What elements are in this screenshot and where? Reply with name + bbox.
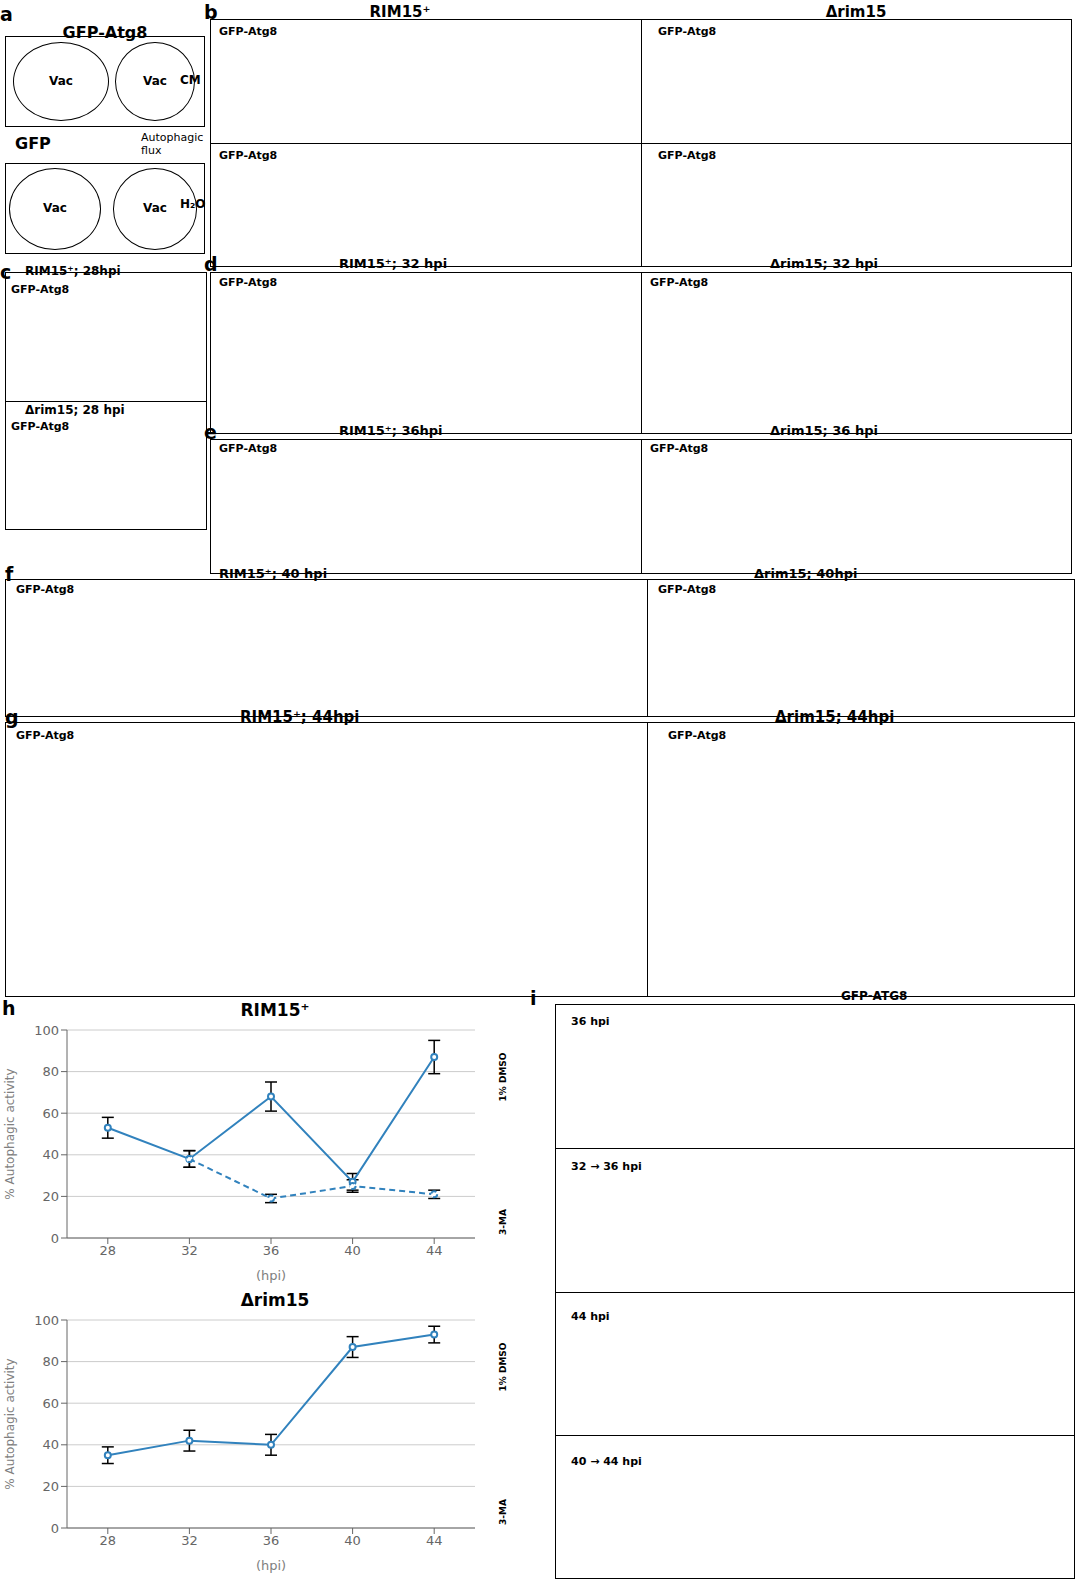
html-text:36 hpi: 36 hpi [571, 1015, 610, 1028]
svg-text:36: 36 [263, 1243, 280, 1258]
html-text:h: h [2, 997, 16, 1019]
html-text:i: i [530, 987, 537, 1009]
html-text:RIM15⁺: RIM15⁺ [240, 1000, 310, 1020]
html-text:f: f [5, 563, 14, 585]
svg-text:28: 28 [100, 1243, 117, 1258]
html-text:GFP-Atg8: GFP-Atg8 [219, 442, 278, 455]
html-text:c: c [0, 261, 12, 283]
html-text:GFP-Atg8: GFP-Atg8 [219, 149, 278, 162]
html-text:44 hpi: 44 hpi [571, 1310, 610, 1323]
html-text:Δrim15: Δrim15 [240, 1290, 310, 1310]
html-text:GFP-Atg8: GFP-Atg8 [16, 729, 75, 742]
svg-text:20: 20 [42, 1189, 59, 1204]
html-text:GFP-Atg8: GFP-Atg8 [650, 442, 709, 455]
svg-text:% Autophagic activity: % Autophagic activity [8, 1068, 17, 1199]
svg-text:32: 32 [181, 1533, 198, 1548]
html-text:GFP-Atg8: GFP-Atg8 [658, 583, 717, 596]
html-text:d: d [204, 253, 218, 275]
html-text:Δrim15; 44hpi: Δrim15; 44hpi [775, 708, 895, 726]
html-text:3-MA: 3-MA [497, 1208, 508, 1235]
html-text:b: b [204, 1, 218, 23]
html-text:3-MA: 3-MA [497, 1498, 508, 1525]
html-text:GFP-Atg8: GFP-Atg8 [668, 729, 727, 742]
html-text:Δrim15; 36 hpi: Δrim15; 36 hpi [770, 423, 878, 438]
html-text:Vac: Vac [43, 200, 67, 215]
html-text:RIM15⁺; 36hpi: RIM15⁺; 36hpi [339, 423, 443, 438]
svg-text:28: 28 [100, 1533, 117, 1548]
html-text:GFP-Atg8: GFP-Atg8 [219, 25, 278, 38]
html-text:Δrim15: Δrim15 [825, 3, 887, 21]
html-text:RIM15⁺; 32 hpi: RIM15⁺; 32 hpi [339, 256, 448, 271]
html-text:a: a [0, 3, 13, 25]
html-text:Autophagic flux: Autophagic flux [141, 131, 204, 158]
svg-text:80: 80 [42, 1064, 59, 1079]
svg-text:(hpi): (hpi) [256, 1558, 286, 1573]
svg-text:60: 60 [42, 1106, 59, 1121]
html-text:GFP-Atg8: GFP-Atg8 [16, 583, 75, 596]
html-text:CM: CM [180, 73, 201, 88]
svg-text:44: 44 [426, 1533, 443, 1548]
html-text:GFP-Atg8: GFP-Atg8 [658, 149, 717, 162]
svg-text:32: 32 [181, 1243, 198, 1258]
html-text:GFP: GFP [15, 133, 51, 153]
html-text:GFP-Atg8: GFP-Atg8 [62, 23, 148, 42]
html-text:Δrim15; 32 hpi: Δrim15; 32 hpi [770, 256, 878, 271]
svg-text:100: 100 [34, 1313, 59, 1328]
svg-text:60: 60 [42, 1396, 59, 1411]
html-text:g: g [5, 706, 19, 728]
html-text:40 → 44 hpi: 40 → 44 hpi [571, 1455, 642, 1468]
html-text:Δrim15; 28 hpi: Δrim15; 28 hpi [25, 403, 125, 417]
svg-text:(hpi): (hpi) [256, 1268, 286, 1283]
html-text:H₂O: H₂O [180, 197, 206, 212]
svg-text:0: 0 [51, 1231, 59, 1246]
html-text:GFP-Atg8: GFP-Atg8 [650, 276, 709, 289]
svg-text:36: 36 [263, 1533, 280, 1548]
svg-text:44: 44 [426, 1243, 443, 1258]
html-text:1% DMSO: 1% DMSO [497, 1342, 508, 1391]
html-text:RIM15⁺; 44hpi: RIM15⁺; 44hpi [240, 708, 360, 726]
html-text:Vac: Vac [143, 200, 167, 215]
svg-text:100: 100 [34, 1023, 59, 1038]
html-text:GFP-ATG8: GFP-ATG8 [841, 989, 908, 1003]
html-text:e: e [204, 421, 217, 443]
svg-text:40: 40 [42, 1437, 59, 1452]
html-text:1% DMSO: 1% DMSO [497, 1052, 508, 1101]
html-text:RIM15⁺; 28hpi: RIM15⁺; 28hpi [25, 264, 121, 278]
html-text:GFP-Atg8: GFP-Atg8 [11, 283, 70, 296]
svg-text:80: 80 [42, 1354, 59, 1369]
svg-text:40: 40 [344, 1533, 361, 1548]
html-text:Vac: Vac [143, 73, 167, 88]
html-text:GFP-Atg8: GFP-Atg8 [11, 420, 70, 433]
html-text:Δrim15; 40hpi: Δrim15; 40hpi [754, 566, 858, 581]
html-text:GFP-Atg8: GFP-Atg8 [658, 25, 717, 38]
html-text:RIM15⁺: RIM15⁺ [369, 3, 431, 21]
html-text:RIM15⁺; 40 hpi: RIM15⁺; 40 hpi [219, 566, 328, 581]
html-text:32 → 36 hpi: 32 → 36 hpi [571, 1160, 642, 1173]
svg-text:20: 20 [42, 1479, 59, 1494]
svg-text:40: 40 [344, 1243, 361, 1258]
html-text:GFP-Atg8: GFP-Atg8 [219, 276, 278, 289]
html-text:Vac: Vac [49, 73, 73, 88]
svg-text:% Autophagic activity: % Autophagic activity [8, 1358, 17, 1489]
svg-text:0: 0 [51, 1521, 59, 1536]
svg-text:40: 40 [42, 1147, 59, 1162]
